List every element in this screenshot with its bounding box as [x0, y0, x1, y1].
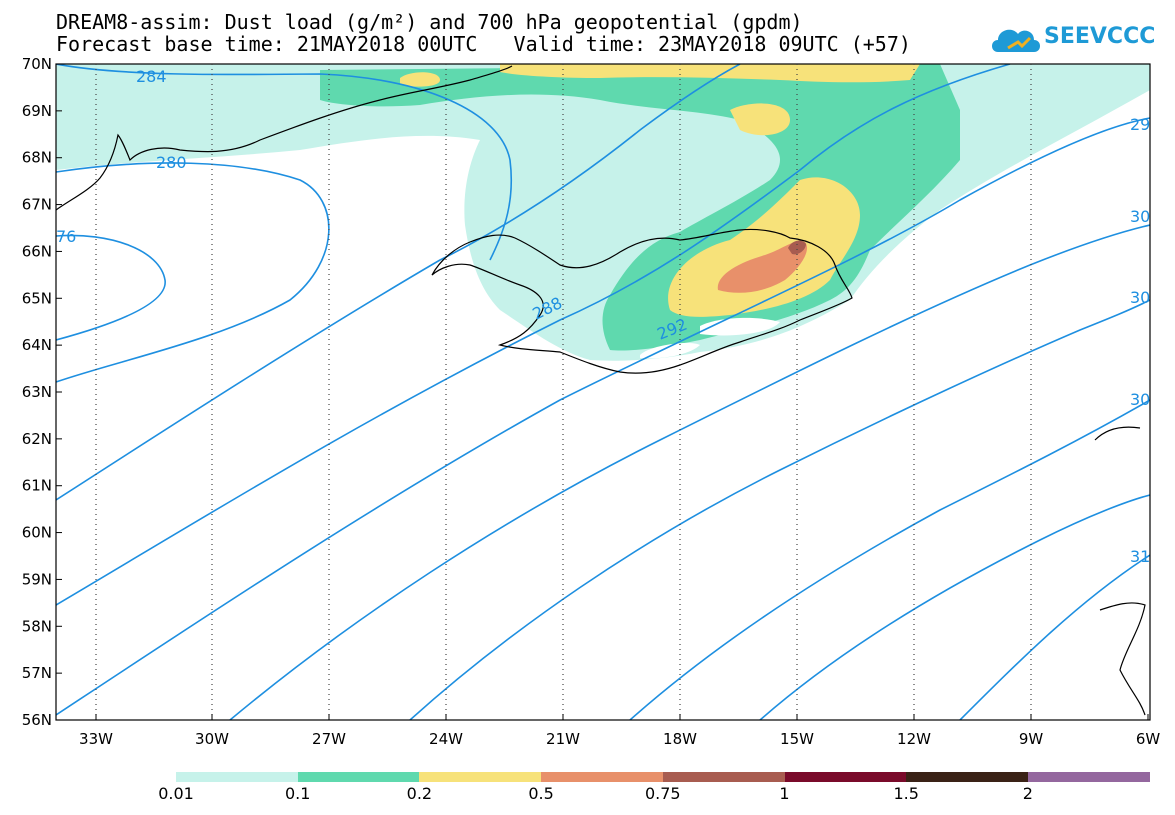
colorbar-label: 0.1 [284, 784, 311, 803]
contour-label-304: 30 [1130, 390, 1150, 409]
contour-line-284 [56, 64, 513, 261]
cloud-icon [992, 29, 1040, 52]
lat-label: 56N [22, 711, 52, 729]
colorbar-segment [541, 772, 664, 782]
scotland-coast [1094, 426, 1146, 716]
geopotential-contours [56, 64, 1150, 720]
contour-label-302: 30 [1130, 288, 1150, 307]
lon-label: 6W [1136, 730, 1161, 748]
contour-line-306 [759, 494, 1150, 720]
lon-label: 33W [79, 730, 113, 748]
colorbar-label: 1 [779, 784, 790, 803]
dust-clear-patch-2 [640, 343, 700, 359]
contour-line-288 [56, 64, 741, 501]
contour-line-292 [56, 64, 1011, 606]
colorbar-segment [419, 772, 542, 782]
colorbar-segment [906, 772, 1029, 782]
dust-level-02-west [400, 72, 440, 87]
contour-label-276: 76 [56, 227, 76, 246]
coastlines [55, 65, 1146, 716]
lon-label: 18W [663, 730, 697, 748]
longitude-labels: 33W 30W 27W 24W 21W 18W 15W 12W 9W 6W [79, 714, 1160, 748]
colorbar-label: 0.2 [406, 784, 433, 803]
colorbar-segment [784, 772, 907, 782]
colorbar-segment [662, 772, 785, 782]
lat-label: 63N [22, 383, 52, 401]
colorbar-label: 2 [1022, 784, 1033, 803]
contour-line-304 [629, 399, 1150, 720]
lat-label: 70N [22, 55, 52, 73]
lat-label: 64N [22, 336, 52, 354]
contour-line-276 [56, 234, 166, 341]
contour-label-284: 284 [136, 67, 167, 86]
colorbar-label: 0.5 [528, 784, 554, 803]
lat-label: 68N [22, 149, 52, 167]
lon-label: 24W [429, 730, 463, 748]
colorbar-segment [1027, 772, 1150, 782]
lon-label: 15W [780, 730, 814, 748]
contour-line-302 [409, 299, 1150, 720]
contour-line-296 [56, 117, 1150, 716]
contour-label-300: 30 [1130, 207, 1150, 226]
lon-label: 21W [546, 730, 580, 748]
lat-label: 66N [22, 242, 52, 260]
dust-level-02-north [500, 64, 920, 83]
lon-label: 30W [195, 730, 229, 748]
contour-line-310 [959, 554, 1150, 720]
chart-subtitle: Forecast base time: 21MAY2018 00UTC Vali… [56, 32, 911, 56]
chart-title: DREAM8-assim: Dust load (g/m²) and 700 h… [56, 10, 803, 34]
colorbar-segment [297, 772, 420, 782]
lat-label: 58N [22, 617, 52, 635]
contour-label-280: 280 [156, 153, 187, 172]
colorbar-segment [176, 772, 298, 782]
dust-load-field [56, 64, 1150, 361]
dust-level-02-small [730, 103, 790, 136]
latitude-labels: 70N 69N 68N 67N 66N 65N 64N 63N 62N 61N 60N 59N 58N 5… [22, 55, 62, 729]
seevccc-logo: SEEVCCC [988, 20, 1155, 58]
lat-label: 60N [22, 524, 52, 542]
lat-label: 57N [22, 664, 52, 682]
lat-label: 59N [22, 570, 52, 588]
dust-level-02 [668, 177, 860, 317]
lat-label: 62N [22, 430, 52, 448]
contour-label-296: 29 [1130, 115, 1150, 134]
lat-label: 67N [22, 196, 52, 214]
greenland-coast [55, 65, 513, 211]
lon-label: 12W [897, 730, 931, 748]
contour-line-300 [229, 224, 1150, 720]
colorbar-label: 0.01 [158, 784, 194, 803]
lat-label: 65N [22, 289, 52, 307]
contour-line-280 [56, 162, 330, 383]
colorbar-label: 0.75 [644, 784, 681, 803]
lon-label: 9W [1019, 730, 1044, 748]
lon-label: 27W [312, 730, 346, 748]
colorbar-label: 1.5 [893, 784, 919, 803]
iceland-coast [431, 228, 853, 374]
lat-label: 61N [22, 477, 52, 495]
dust-level-05 [717, 241, 808, 293]
dust-level-075 [788, 240, 806, 255]
logo-text: SEEVCCC [1044, 24, 1156, 49]
lat-label: 69N [22, 102, 52, 120]
contour-label-310: 31 [1130, 547, 1150, 566]
